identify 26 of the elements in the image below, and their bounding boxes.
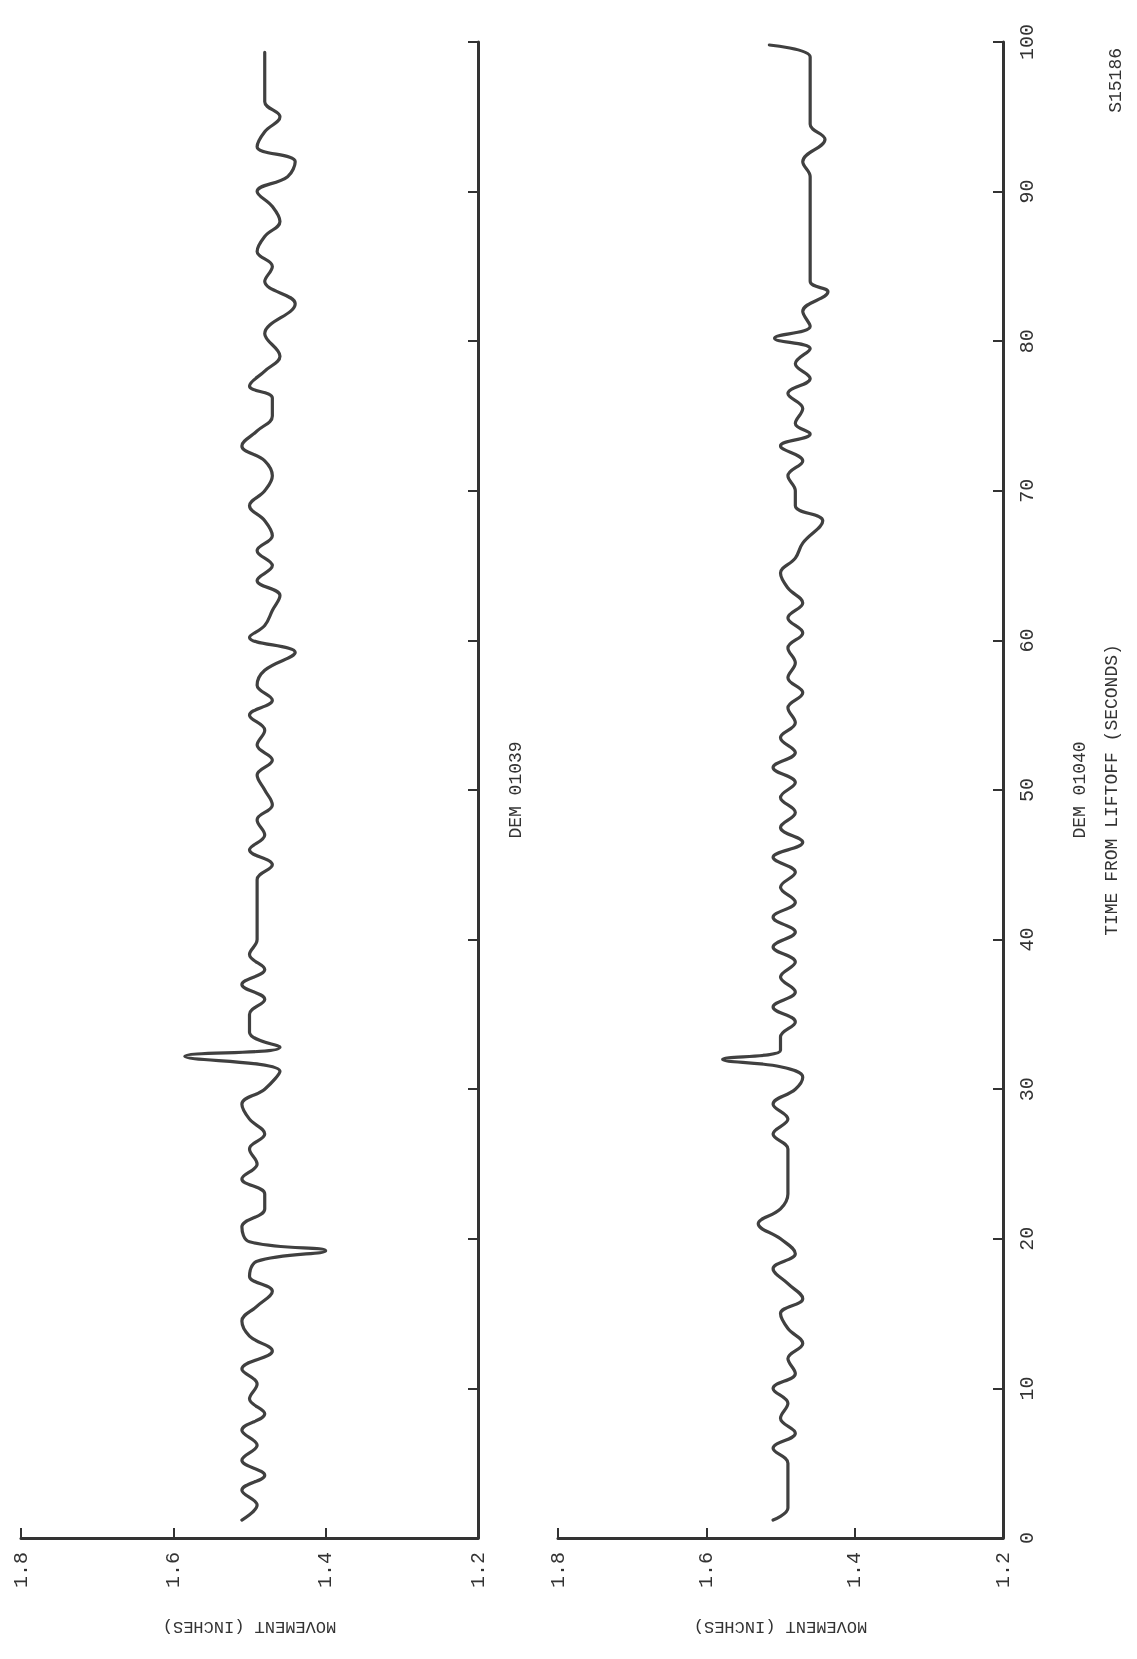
x-tick-label: 1.2 xyxy=(466,1552,490,1589)
x-axis-title: MOVEMENT (INCHES) xyxy=(693,1617,868,1636)
x-tick-label: 1.4 xyxy=(314,1552,338,1589)
text: DEM 01040 xyxy=(1070,741,1090,839)
y-tick-label: 90 xyxy=(1015,179,1039,204)
x-tick-label: 1.8 xyxy=(546,1552,570,1589)
y-tick-label: 30 xyxy=(1015,1077,1039,1102)
text: S15186 xyxy=(1106,48,1126,113)
x-tick-label: 1.6 xyxy=(161,1552,185,1589)
line-series xyxy=(721,43,830,1522)
y-tick-label: 10 xyxy=(1015,1376,1039,1401)
y-tick-label: 0 xyxy=(1015,1531,1039,1545)
x-tick-label: 1.2 xyxy=(991,1552,1015,1589)
y-tick-label: 100 xyxy=(1015,23,1039,61)
y-axis-title: TIME FROM LIFTOFF (SECONDS) xyxy=(1102,644,1122,936)
y-tick-label: 50 xyxy=(1015,777,1039,803)
x-tick-label: 1.6 xyxy=(694,1552,718,1589)
text: DEM 01039 xyxy=(506,741,526,839)
y-tick-label: 60 xyxy=(1015,628,1039,653)
y-tick-label: 20 xyxy=(1015,1226,1039,1251)
x-axis-title: MOVEMENT (INCHES) xyxy=(162,1617,337,1636)
y-tick-label: 80 xyxy=(1015,329,1039,354)
y-tick-label: 40 xyxy=(1015,927,1039,952)
x-tick-label: 1.8 xyxy=(9,1552,33,1589)
y-tick-label: 70 xyxy=(1015,478,1039,503)
x-tick-label: 1.4 xyxy=(843,1552,867,1589)
